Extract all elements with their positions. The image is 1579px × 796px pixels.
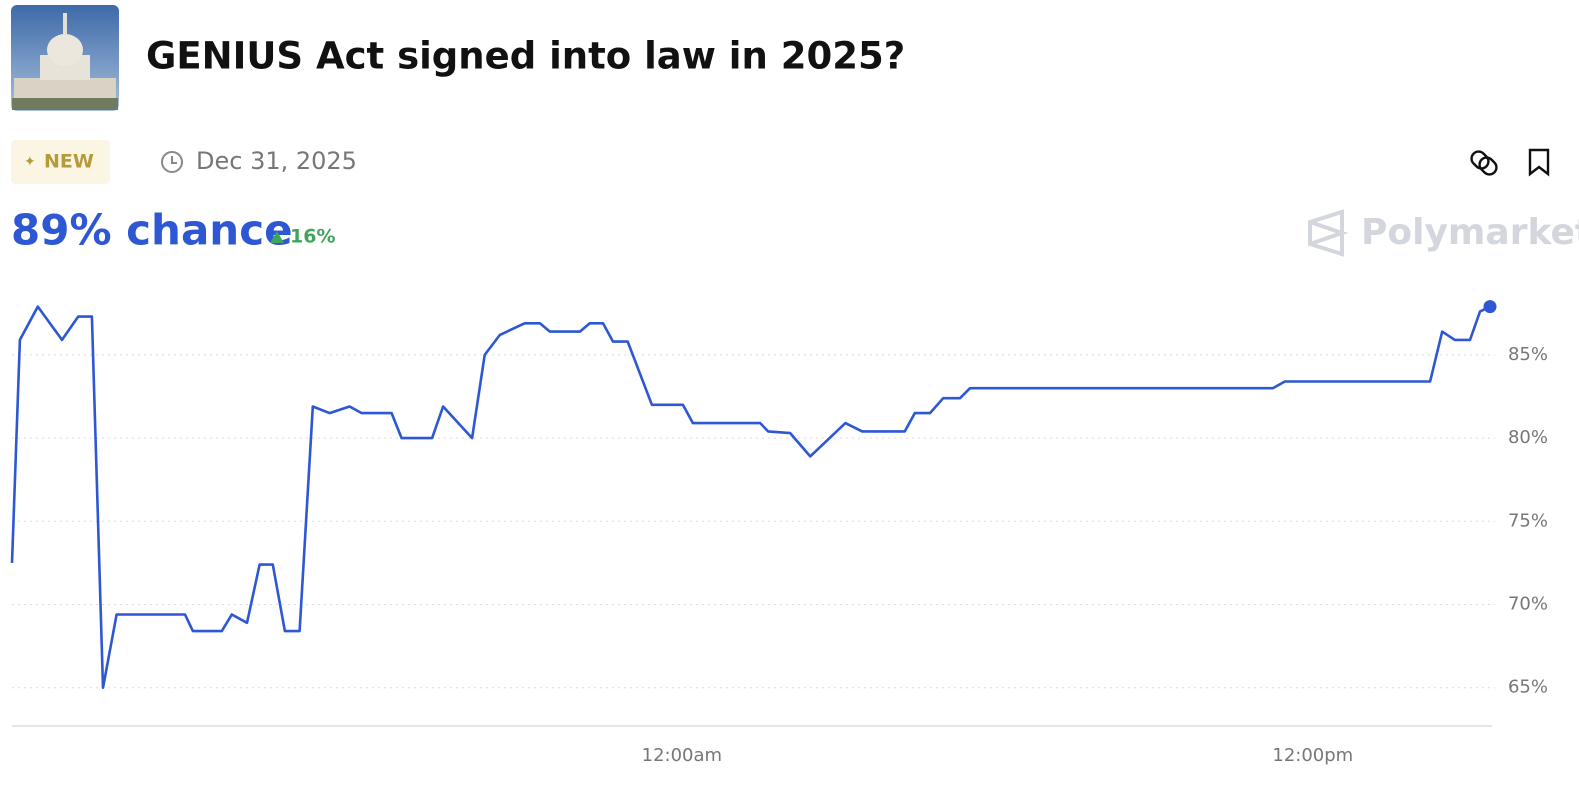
change-arrow: [270, 231, 284, 243]
brand: Polymarket: [1361, 212, 1579, 253]
badge-icon: ✦: [24, 154, 36, 170]
market-image: [11, 5, 119, 111]
link-button[interactable]: [1469, 149, 1500, 178]
brand-logo: [1308, 209, 1349, 257]
y-tick-label: 70%: [1508, 594, 1548, 615]
clock-icon: [161, 151, 183, 173]
clock-hands: [171, 156, 177, 164]
bookmark-button[interactable]: [1528, 148, 1550, 177]
market-title: GENIUS Act signed into law in 2025?: [146, 35, 905, 78]
y-tick-label: 65%: [1508, 677, 1548, 698]
end-date: Dec 31, 2025: [196, 147, 357, 175]
y-tick-label: 85%: [1508, 344, 1548, 365]
new-badge: [11, 140, 110, 184]
y-tick-label: 75%: [1508, 510, 1548, 531]
last-point: [1483, 300, 1497, 314]
x-tick-label: 12:00am: [642, 745, 722, 766]
chance: 89% chance: [11, 206, 293, 255]
x-tick-label: 12:00pm: [1272, 745, 1353, 766]
y-tick-label: 80%: [1508, 427, 1548, 448]
price-line: [10, 305, 1491, 689]
change: 16%: [290, 226, 335, 248]
badge-text: NEW: [44, 151, 94, 173]
